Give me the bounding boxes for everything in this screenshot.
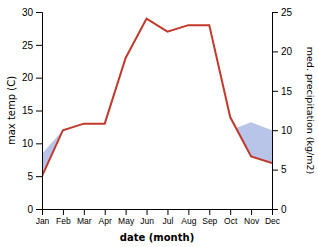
tick-label: Feb bbox=[56, 216, 71, 226]
tick-mark bbox=[147, 209, 148, 215]
tick-label: Sep bbox=[202, 216, 217, 226]
tick: 10 bbox=[272, 125, 293, 136]
tick-mark bbox=[167, 209, 168, 215]
tick: 0 bbox=[272, 204, 287, 215]
tick-label: 5 bbox=[281, 164, 287, 175]
tick-mark bbox=[36, 209, 42, 210]
tick-label: 20 bbox=[22, 72, 34, 83]
tick-mark bbox=[36, 176, 42, 177]
tick-label: 0 bbox=[27, 204, 33, 215]
tick: 15 bbox=[272, 86, 293, 97]
tick: Oct bbox=[224, 209, 238, 226]
tick-label: Apr bbox=[99, 216, 112, 226]
tick-label: Dec bbox=[265, 216, 281, 226]
tick-label: 10 bbox=[281, 125, 293, 136]
chart: JanFebMarAprMayJunJulAugSepOctNovDec0510… bbox=[0, 0, 318, 247]
tick-label: 25 bbox=[22, 40, 34, 51]
tick-label: 20 bbox=[281, 46, 293, 57]
tick: 5 bbox=[27, 171, 42, 182]
tick: May bbox=[118, 209, 135, 226]
tick: 10 bbox=[22, 138, 42, 149]
y2-axis: 0 5 10 15 20 25 bbox=[272, 7, 293, 215]
y-axis: 0 5 10 15 20 25 30 bbox=[22, 7, 43, 215]
plot: JanFebMarAprMayJunJulAugSepOctNovDec0510… bbox=[22, 7, 293, 226]
tick-label: 30 bbox=[22, 7, 34, 18]
tick: 0 bbox=[27, 204, 42, 215]
tick-mark bbox=[251, 209, 252, 215]
tick-label: Oct bbox=[224, 216, 238, 226]
tick-mark bbox=[36, 143, 42, 144]
tick-label: Aug bbox=[181, 216, 196, 226]
y-axis-title: max temp (C) bbox=[6, 76, 17, 145]
axis-line bbox=[273, 13, 279, 210]
tick-mark bbox=[272, 12, 278, 13]
axis-line bbox=[36, 13, 43, 210]
x-axis: Jan Feb Mar Apr May Jun Jul Aug Sep Oct Nov Dec bbox=[36, 209, 281, 226]
tick-mark bbox=[105, 209, 106, 215]
tick-label: 15 bbox=[281, 86, 293, 97]
tick: Feb bbox=[56, 209, 71, 226]
y2-axis-title: med. precipitation (kg/m2) bbox=[305, 47, 316, 174]
tick-mark bbox=[272, 130, 278, 131]
tick-mark bbox=[272, 209, 278, 210]
tick-mark bbox=[36, 111, 42, 112]
tick-label: Jul bbox=[163, 216, 174, 226]
tick: 25 bbox=[272, 7, 293, 18]
tick-mark bbox=[126, 209, 127, 215]
tick-mark bbox=[188, 209, 189, 215]
tick: 5 bbox=[272, 164, 287, 175]
tick-mark bbox=[63, 209, 64, 215]
x-axis-title: date (month) bbox=[120, 232, 194, 243]
tick: Mar bbox=[77, 209, 92, 226]
tick: 20 bbox=[22, 72, 42, 83]
tick-mark bbox=[84, 209, 85, 215]
tick: Jun bbox=[140, 209, 154, 226]
tick-mark bbox=[36, 12, 42, 13]
tick-label: 15 bbox=[22, 105, 34, 116]
tick: 20 bbox=[272, 46, 293, 57]
tick-label: 5 bbox=[27, 171, 33, 182]
tick-mark bbox=[272, 170, 278, 171]
tick-label: May bbox=[118, 216, 135, 226]
tick-label: 10 bbox=[22, 138, 34, 149]
tick-label: Mar bbox=[77, 216, 92, 226]
line bbox=[42, 19, 272, 177]
marks bbox=[42, 19, 272, 209]
tick-label: 0 bbox=[281, 204, 287, 215]
tick-mark bbox=[230, 209, 231, 215]
tick-label: Jan bbox=[36, 216, 50, 226]
tick-label: Jun bbox=[140, 216, 154, 226]
tick-label: Nov bbox=[244, 216, 260, 226]
tick: Apr bbox=[99, 209, 112, 226]
tick-mark bbox=[272, 91, 278, 92]
tick-mark bbox=[36, 78, 42, 79]
tick: Dec bbox=[265, 209, 281, 226]
tick: 15 bbox=[22, 105, 42, 116]
tick: Nov bbox=[244, 209, 260, 226]
tick-label: 25 bbox=[281, 7, 293, 18]
axis-line bbox=[43, 210, 273, 216]
tick: 30 bbox=[22, 7, 42, 18]
tick: Aug bbox=[181, 209, 196, 226]
tick-mark bbox=[272, 51, 278, 52]
tick: Sep bbox=[202, 209, 217, 226]
tick: Jul bbox=[163, 209, 174, 226]
tick-mark bbox=[36, 45, 42, 46]
tick: 25 bbox=[22, 40, 42, 51]
tick: Jan bbox=[36, 209, 50, 226]
line-cutout bbox=[42, 19, 272, 209]
tick-mark bbox=[209, 209, 210, 215]
